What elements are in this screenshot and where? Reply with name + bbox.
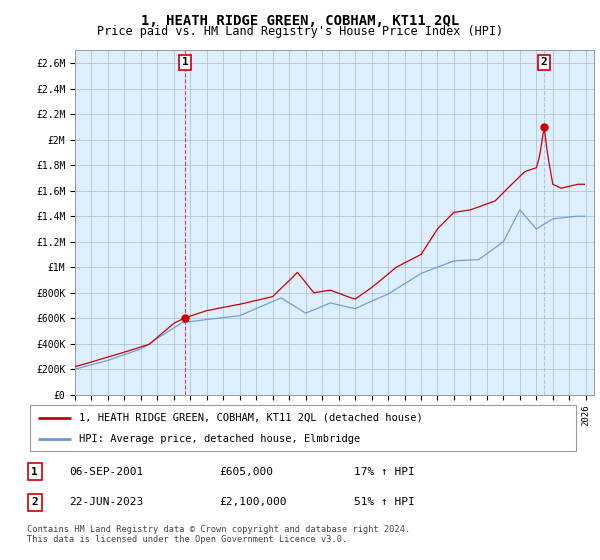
Text: 2: 2 [31,497,38,507]
Text: Contains HM Land Registry data © Crown copyright and database right 2024.
This d: Contains HM Land Registry data © Crown c… [27,525,410,544]
Text: £2,100,000: £2,100,000 [219,497,287,507]
Text: 1, HEATH RIDGE GREEN, COBHAM, KT11 2QL: 1, HEATH RIDGE GREEN, COBHAM, KT11 2QL [141,14,459,28]
Text: Price paid vs. HM Land Registry's House Price Index (HPI): Price paid vs. HM Land Registry's House … [97,25,503,38]
Text: 17% ↑ HPI: 17% ↑ HPI [354,466,415,477]
FancyBboxPatch shape [30,405,576,451]
Text: £605,000: £605,000 [219,466,273,477]
Text: 51% ↑ HPI: 51% ↑ HPI [354,497,415,507]
Text: 1, HEATH RIDGE GREEN, COBHAM, KT11 2QL (detached house): 1, HEATH RIDGE GREEN, COBHAM, KT11 2QL (… [79,413,423,423]
Text: 22-JUN-2023: 22-JUN-2023 [69,497,143,507]
Text: 06-SEP-2001: 06-SEP-2001 [69,466,143,477]
Text: HPI: Average price, detached house, Elmbridge: HPI: Average price, detached house, Elmb… [79,434,361,444]
Text: 1: 1 [31,466,38,477]
Text: 1: 1 [182,58,188,67]
Text: 2: 2 [541,58,547,67]
